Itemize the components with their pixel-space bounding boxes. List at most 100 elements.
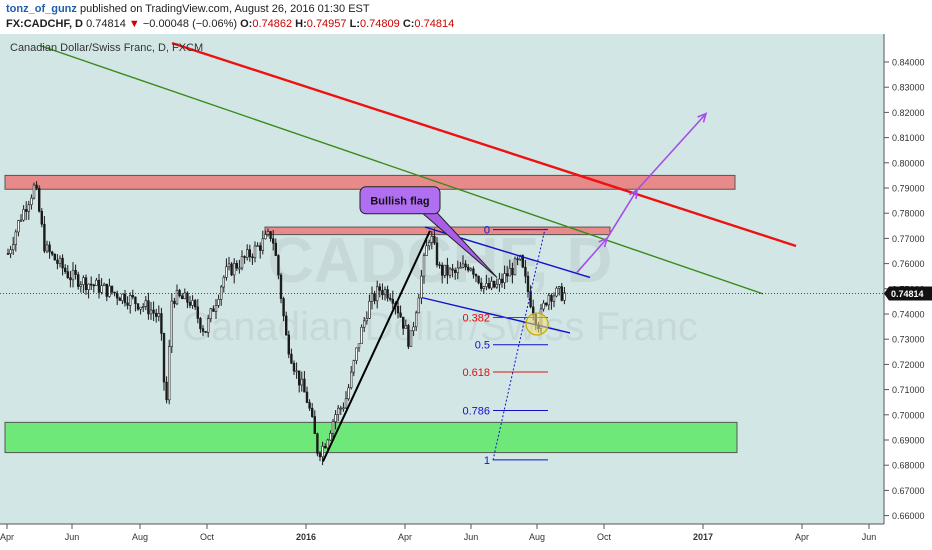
candle-body <box>300 378 303 386</box>
candle-body <box>113 291 116 294</box>
candle-body <box>550 295 553 302</box>
watermark-symbol: CADCHF, D <box>268 224 613 296</box>
candle-body <box>66 271 70 279</box>
candle-body <box>79 284 83 287</box>
candle-body <box>474 274 478 277</box>
candle-body <box>334 414 337 422</box>
candle-body <box>555 287 558 297</box>
candle-body <box>448 268 452 276</box>
candle-body <box>160 313 163 334</box>
candle-body <box>251 256 254 259</box>
candle-body <box>321 446 324 458</box>
candle-body <box>22 209 25 221</box>
candle-body <box>365 317 368 322</box>
candle-body <box>360 326 363 345</box>
candle-body <box>375 286 379 302</box>
price-tick-label: 0.70000 <box>892 410 925 420</box>
candle-body <box>469 268 472 271</box>
candle-body <box>464 263 467 268</box>
price-tick-label: 0.76000 <box>892 259 925 269</box>
candle-body <box>207 318 210 333</box>
candle-body <box>274 242 277 256</box>
candle-body <box>399 312 402 318</box>
time-tick-label: Jun <box>464 532 479 542</box>
candle-body <box>43 223 46 252</box>
candle-body <box>466 266 470 271</box>
candle-body <box>303 378 306 393</box>
time-axis[interactable] <box>0 524 884 550</box>
author-link[interactable]: tonz_of_gunz <box>6 3 77 15</box>
candle-body <box>264 234 267 240</box>
time-tick-label: Oct <box>200 532 215 542</box>
candle-body <box>513 258 517 276</box>
fib-level-label: 0.382 <box>462 313 490 325</box>
candle-body <box>149 309 153 315</box>
candle-body <box>103 283 106 287</box>
candle-body <box>313 416 316 435</box>
candle-body <box>516 258 519 261</box>
candle-body <box>256 245 259 247</box>
candle-body <box>136 303 140 310</box>
annotations: Bullish flag <box>359 112 708 336</box>
candle-body <box>157 313 160 317</box>
candle-body <box>430 235 433 243</box>
candle-body <box>95 279 98 286</box>
candle-body <box>201 328 205 332</box>
price-tick-label: 0.80000 <box>892 158 925 168</box>
highlight-circle <box>525 312 549 336</box>
candle-body <box>126 302 129 306</box>
candle-body <box>477 275 480 284</box>
candle-body <box>433 235 436 244</box>
candle-body <box>191 300 194 306</box>
candle-body <box>308 402 311 409</box>
zone-support-zone <box>4 421 738 454</box>
projection-segment <box>576 237 608 273</box>
snapshot-header: tonz_of_gunz published on TradingView.co… <box>0 0 932 34</box>
candle-body <box>443 264 446 276</box>
candle-body <box>212 308 215 312</box>
candle-body <box>118 297 122 301</box>
candle-body <box>404 325 407 329</box>
price-tick-label: 0.67000 <box>892 486 925 496</box>
candle-body <box>440 264 444 276</box>
price-tick-label: 0.68000 <box>892 461 925 471</box>
candle-body <box>196 306 199 319</box>
candle-body <box>427 242 431 247</box>
candle-body <box>183 292 186 300</box>
candle-body <box>318 453 322 458</box>
symbol-watermark: CADCHF, D Canadian Dollar/Swiss Franc <box>182 224 698 349</box>
candle-body <box>92 284 96 287</box>
candle-body <box>58 257 62 264</box>
close-value: 0.74814 <box>414 18 455 30</box>
candle-body <box>472 268 475 275</box>
price-chart[interactable]: CADCHF, D Canadian Dollar/Swiss Franc 0 0.… <box>0 34 932 550</box>
candle-body <box>495 283 498 288</box>
price-tick-label: 0.84000 <box>892 58 925 68</box>
candle-body <box>526 275 530 293</box>
candle-body <box>479 282 483 289</box>
down-arrow-icon: ▼ <box>128 18 140 30</box>
candle-body <box>53 253 57 261</box>
candle-body <box>69 277 72 281</box>
chart-title: Canadian Dollar/Swiss Franc, D, FXCM <box>10 42 203 54</box>
time-tick-label: Aug <box>529 532 545 542</box>
candle-body <box>503 273 506 283</box>
major-red-downtrend-line <box>171 41 797 248</box>
candle-body <box>451 268 454 271</box>
candle-body <box>17 220 20 233</box>
candle-body <box>407 325 410 347</box>
candle-body <box>50 251 54 255</box>
price-tick-label: 0.81000 <box>892 133 925 143</box>
candle-body <box>347 387 350 400</box>
candle-body <box>129 295 132 306</box>
candle-body <box>82 277 85 285</box>
candle-body <box>248 249 251 258</box>
candle-body <box>35 184 38 189</box>
last-price-badge <box>884 286 932 301</box>
candlestick-series <box>6 181 566 466</box>
candle-body <box>310 407 314 417</box>
candle-body <box>381 290 384 296</box>
candle-body <box>121 293 124 301</box>
candle-body <box>204 331 207 333</box>
candle-body <box>14 231 17 245</box>
